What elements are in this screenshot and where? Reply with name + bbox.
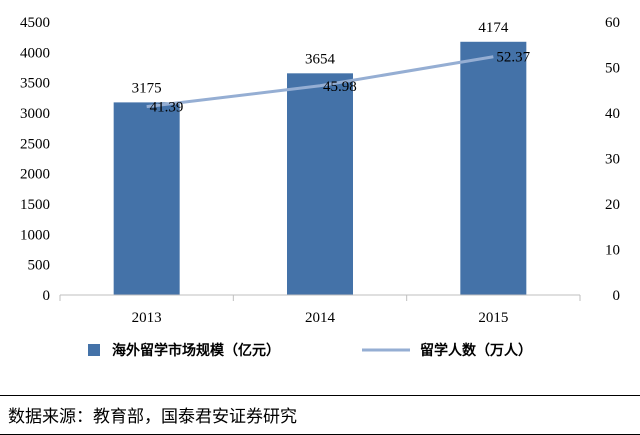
- line-value-label: 45.98: [323, 79, 357, 95]
- left-axis-ticks: 0 500 1000 1500 2000 2500 3000 3500 4000 4500: [20, 15, 50, 304]
- source-note: 数据来源：教育部，国泰君安证券研究: [8, 407, 297, 427]
- line-value-label: 41.39: [150, 100, 184, 116]
- legend-label-line: 留学人数（万人）: [420, 342, 532, 359]
- series-line: [146, 55, 494, 109]
- left-tick-label: 2000: [20, 167, 50, 183]
- left-tick-label: 3500: [20, 76, 50, 92]
- left-tick-label: 4500: [20, 15, 50, 31]
- legend-label-bar: 海外留学市场规模（亿元）: [112, 342, 280, 359]
- legend: 海外留学市场规模（亿元） 留学人数（万人）: [88, 342, 532, 359]
- right-tick-label: 20: [605, 197, 620, 213]
- left-tick-label: 4000: [20, 45, 50, 61]
- legend-swatch-bar: [88, 344, 100, 356]
- bar: [287, 73, 353, 295]
- right-tick-label: 30: [605, 152, 620, 168]
- bar: [460, 41, 527, 296]
- left-tick-label: 3000: [20, 106, 50, 122]
- line-series: 41.39 45.98 52.37: [146, 50, 531, 116]
- bar-value-label: 3654: [305, 51, 336, 67]
- bar-series: 3175 3654 4174: [113, 20, 527, 296]
- bar-value-label: 3175: [132, 80, 162, 96]
- left-tick-label: 1500: [20, 197, 50, 213]
- x-tick-label: 2015: [478, 310, 508, 326]
- left-tick-label: 0: [43, 288, 51, 304]
- x-axis-ticks: 2013 2014 2015: [59, 295, 581, 326]
- right-axis-ticks: 0 10 20 30 40 50 60: [605, 15, 620, 304]
- line-value-label: 52.37: [496, 50, 530, 66]
- bar-value-label: 4174: [478, 20, 509, 36]
- top-divider: [0, 395, 640, 396]
- x-tick-label: 2014: [305, 310, 336, 326]
- right-tick-label: 10: [605, 243, 620, 259]
- right-tick-label: 60: [605, 15, 620, 31]
- left-tick-label: 2500: [20, 136, 50, 152]
- right-tick-label: 0: [613, 288, 621, 304]
- combo-chart: 0 500 1000 1500 2000 2500 3000 3500 4000 4500 0 10…: [20, 15, 620, 359]
- left-tick-label: 1000: [20, 227, 50, 243]
- left-tick-label: 500: [28, 258, 51, 274]
- x-tick-label: 2013: [132, 310, 162, 326]
- right-tick-label: 50: [605, 61, 620, 77]
- bar: [113, 102, 180, 295]
- right-tick-label: 40: [605, 106, 620, 122]
